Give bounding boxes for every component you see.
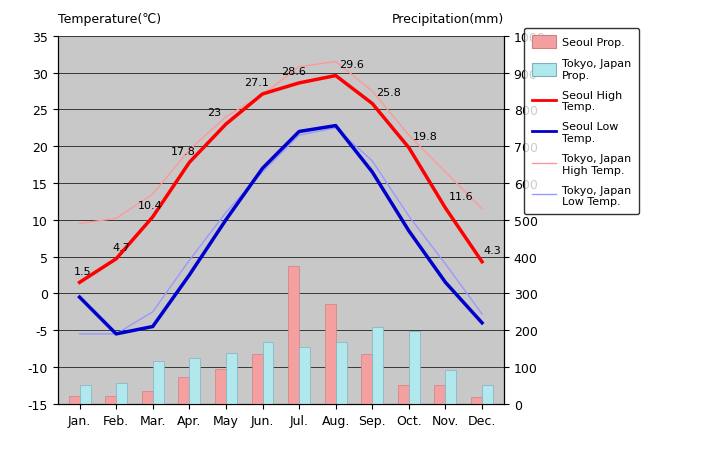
Bar xyxy=(446,370,456,404)
Bar xyxy=(105,396,116,404)
Text: 23: 23 xyxy=(207,108,222,118)
Text: 29.6: 29.6 xyxy=(339,60,364,70)
Legend: Seoul Prop., Tokyo, Japan
Prop., Seoul High
Temp., Seoul Low
Temp., Tokyo, Japan: Seoul Prop., Tokyo, Japan Prop., Seoul H… xyxy=(524,28,639,214)
Text: 28.6: 28.6 xyxy=(281,67,306,77)
Bar xyxy=(336,342,346,404)
Text: 17.8: 17.8 xyxy=(171,146,196,156)
Bar xyxy=(251,354,263,404)
Bar xyxy=(142,391,153,404)
Bar xyxy=(288,266,299,404)
Text: 10.4: 10.4 xyxy=(138,201,163,211)
Bar xyxy=(226,353,237,404)
Bar xyxy=(153,361,163,404)
Bar xyxy=(471,397,482,404)
Bar xyxy=(372,327,383,404)
Text: 4.7: 4.7 xyxy=(112,242,130,252)
Text: 4.3: 4.3 xyxy=(484,246,502,255)
Text: 1.5: 1.5 xyxy=(74,266,91,276)
Text: Temperature(℃): Temperature(℃) xyxy=(58,13,161,26)
Bar xyxy=(68,396,79,404)
Bar xyxy=(434,385,446,404)
Bar xyxy=(299,348,310,404)
Bar xyxy=(398,386,409,404)
Text: 11.6: 11.6 xyxy=(449,192,474,202)
Bar xyxy=(215,369,226,404)
Bar xyxy=(263,342,274,404)
Bar xyxy=(116,383,127,404)
Bar xyxy=(179,377,189,404)
Text: 19.8: 19.8 xyxy=(413,132,437,141)
Text: 27.1: 27.1 xyxy=(244,78,269,88)
Bar xyxy=(482,385,493,404)
Bar xyxy=(325,305,336,404)
Bar xyxy=(361,354,372,404)
Text: Precipitation(mm): Precipitation(mm) xyxy=(392,13,504,26)
Text: 25.8: 25.8 xyxy=(376,88,401,97)
Bar xyxy=(189,358,200,404)
Bar xyxy=(409,331,420,404)
Bar xyxy=(79,385,91,404)
